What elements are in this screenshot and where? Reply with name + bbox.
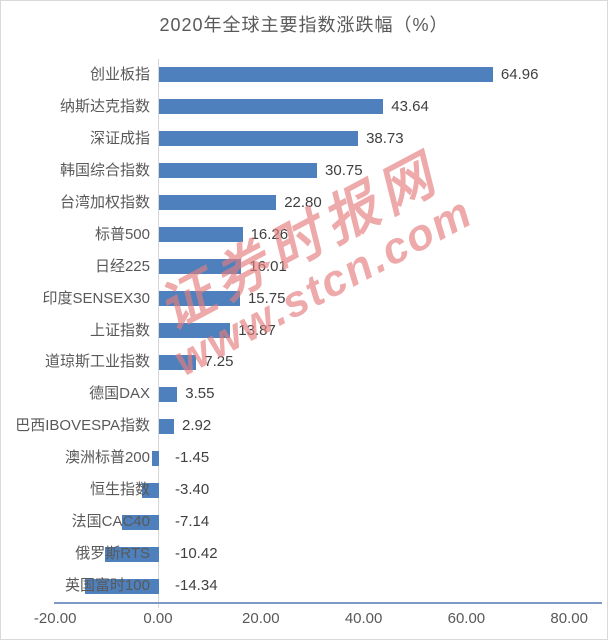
bar bbox=[159, 354, 197, 370]
value-label: 38.73 bbox=[366, 129, 404, 147]
bar bbox=[159, 67, 493, 83]
bar bbox=[159, 291, 240, 307]
category-label: 日经225 bbox=[94, 257, 150, 275]
bar bbox=[159, 259, 242, 275]
value-label: 16.01 bbox=[249, 257, 287, 275]
category-label: 深证成指 bbox=[89, 129, 150, 147]
bar bbox=[122, 514, 159, 530]
bar bbox=[151, 450, 159, 466]
value-label: 3.55 bbox=[185, 385, 215, 403]
category-label: 道琼斯工业指数 bbox=[44, 353, 150, 371]
x-axis-tick-label: -20.00 bbox=[33, 610, 77, 627]
value-label: 22.80 bbox=[284, 193, 322, 211]
value-axis-line bbox=[54, 602, 602, 604]
value-label: -1.45 bbox=[175, 449, 210, 467]
value-label: 30.75 bbox=[325, 161, 363, 179]
value-label: -14.34 bbox=[175, 577, 218, 595]
bar bbox=[159, 131, 359, 147]
category-label: 巴西IBOVESPA指数 bbox=[15, 417, 150, 435]
value-label: -3.40 bbox=[175, 481, 210, 499]
category-label: 印度SENSEX30 bbox=[42, 289, 150, 307]
value-label: 43.64 bbox=[391, 97, 429, 115]
category-label: 德国DAX bbox=[89, 385, 150, 403]
bar bbox=[105, 546, 159, 562]
value-label: -10.42 bbox=[175, 545, 218, 563]
category-axis-line bbox=[158, 59, 159, 608]
category-label: 英国富时100 bbox=[64, 577, 150, 595]
bar bbox=[159, 323, 231, 338]
value-label: 64.96 bbox=[500, 65, 539, 83]
value-label: -7.14 bbox=[175, 513, 210, 531]
bar bbox=[85, 578, 159, 594]
category-label: 标普500 bbox=[94, 225, 150, 243]
bar bbox=[159, 163, 318, 179]
bar bbox=[159, 195, 277, 211]
value-label: 7.25 bbox=[204, 353, 234, 371]
x-axis-tick-label: 0.00 bbox=[143, 610, 173, 627]
x-axis-tick-label: 20.00 bbox=[242, 610, 280, 627]
bar bbox=[159, 227, 243, 243]
x-axis-tick-label: 60.00 bbox=[447, 610, 486, 627]
value-label: 15.75 bbox=[247, 289, 286, 307]
category-label: 韩国综合指数 bbox=[59, 161, 150, 179]
x-axis-tick-label: 80.00 bbox=[550, 610, 588, 627]
value-label: 2.92 bbox=[182, 417, 212, 435]
category-label: 创业板指 bbox=[89, 65, 150, 83]
bar bbox=[159, 418, 174, 434]
value-label: 13.87 bbox=[238, 321, 276, 339]
category-label: 上证指数 bbox=[89, 321, 150, 339]
category-label: 俄罗斯RTS bbox=[75, 545, 150, 563]
category-label: 纳斯达克指数 bbox=[59, 97, 150, 115]
x-axis-tick-label: 40.00 bbox=[344, 610, 383, 627]
category-label: 法国CAC40 bbox=[71, 513, 150, 531]
category-label: 台湾加权指数 bbox=[59, 193, 150, 211]
bar bbox=[141, 482, 159, 498]
category-label: 恒生指数 bbox=[89, 481, 150, 499]
value-label: 16.26 bbox=[250, 225, 289, 243]
chart-title: 2020年全球主要指数涨跌幅（%） bbox=[159, 15, 449, 35]
category-label: 澳洲标普200 bbox=[64, 449, 150, 467]
bar bbox=[159, 386, 178, 402]
bar bbox=[159, 99, 384, 115]
